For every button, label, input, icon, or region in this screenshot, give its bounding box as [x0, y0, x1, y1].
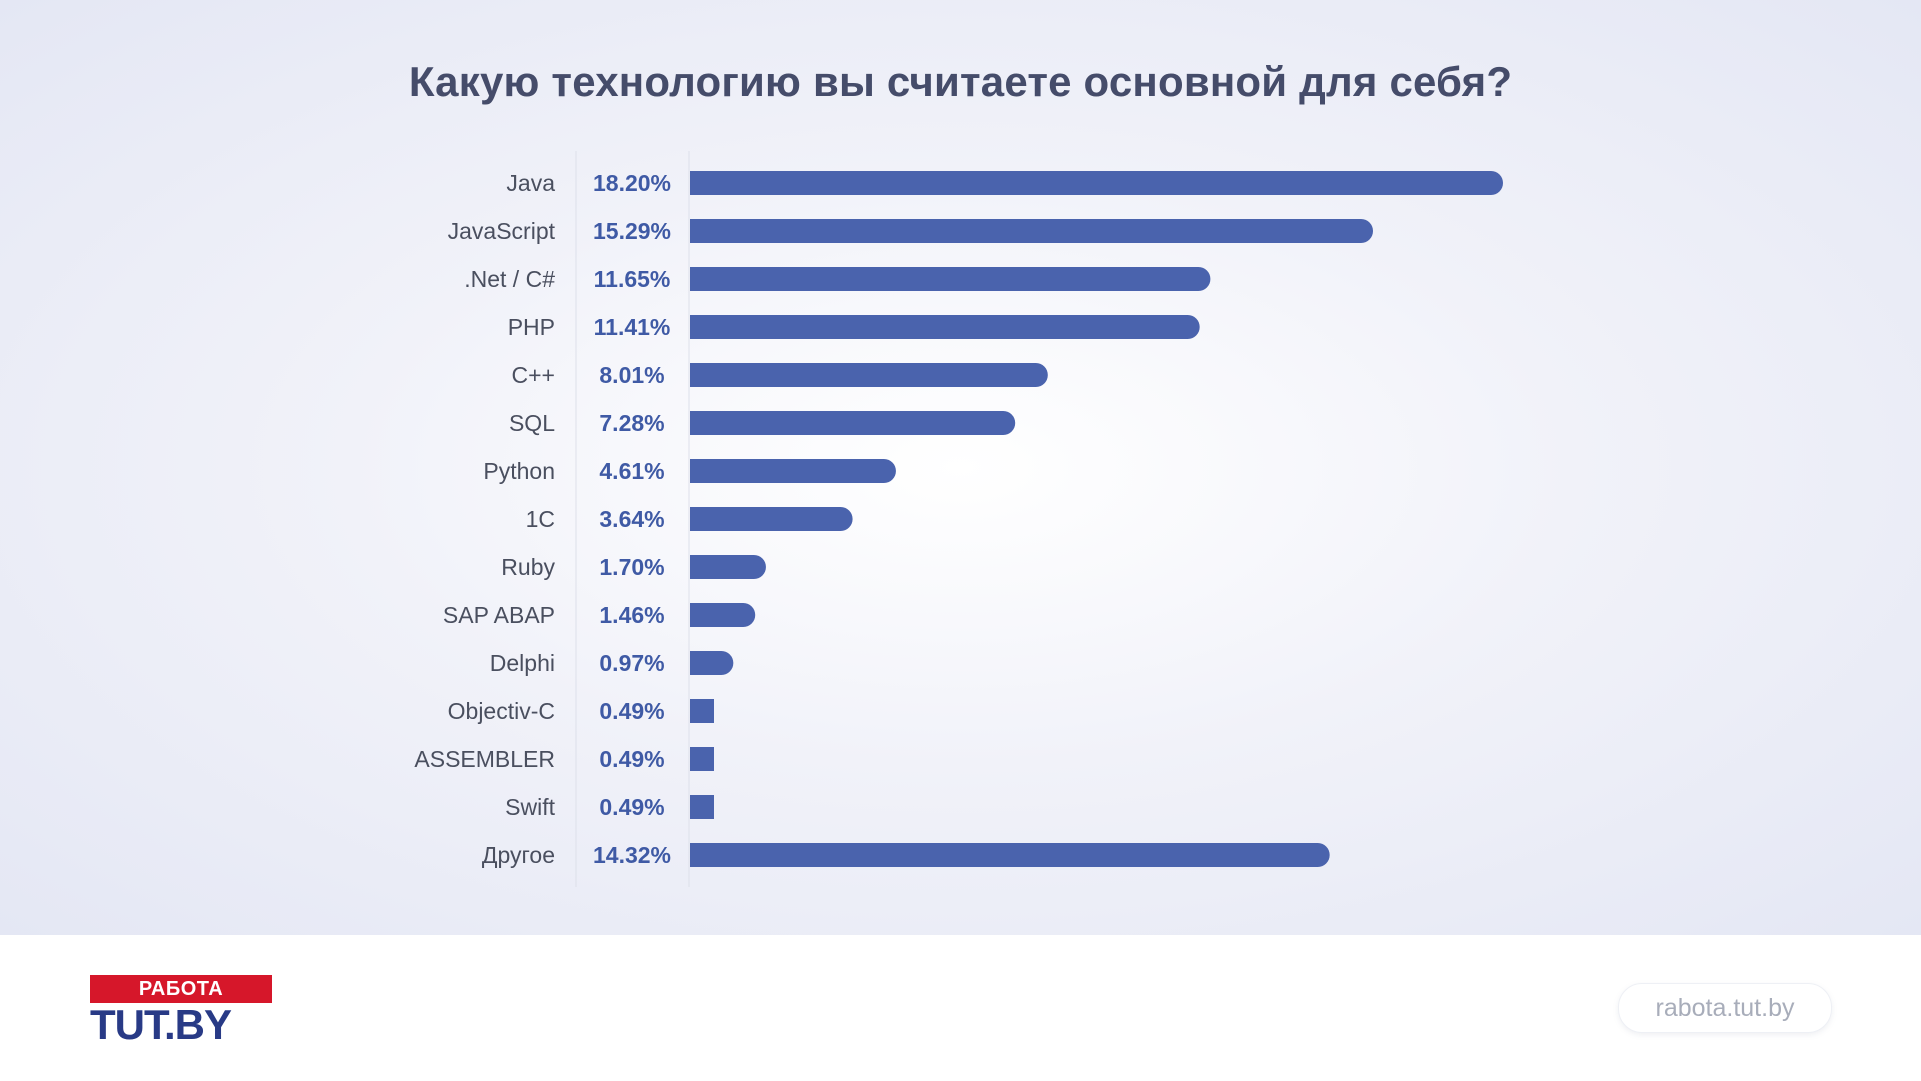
- bar-square-start: [690, 315, 714, 339]
- category-label: Другое: [482, 842, 555, 868]
- bar-square-start: [690, 219, 714, 243]
- category-label: Ruby: [501, 554, 555, 580]
- category-label: SAP ABAP: [443, 602, 555, 628]
- bar: [690, 843, 1330, 867]
- value-label: 7.28%: [599, 410, 664, 436]
- bar-square-start: [690, 555, 714, 579]
- value-label: 0.49%: [599, 746, 664, 772]
- category-label: C++: [512, 362, 555, 388]
- bar-square-start: [690, 411, 714, 435]
- bar-square-start: [690, 507, 714, 531]
- bar-square-start: [690, 747, 714, 771]
- logo-main-text: TUT.BY: [90, 1001, 232, 1048]
- value-label: 8.01%: [599, 362, 664, 388]
- category-label: 1C: [526, 506, 555, 532]
- value-label: 1.46%: [599, 602, 664, 628]
- bar-square-start: [690, 651, 714, 675]
- category-label: SQL: [509, 410, 555, 436]
- bar: [690, 363, 1048, 387]
- value-label: 1.70%: [599, 554, 664, 580]
- bar-square-start: [690, 267, 714, 291]
- value-label: 18.20%: [593, 170, 671, 196]
- bar: [690, 219, 1374, 243]
- chart-panel: [0, 0, 1921, 935]
- value-label: 15.29%: [593, 218, 671, 244]
- value-label: 14.32%: [593, 842, 671, 868]
- bar-square-start: [690, 843, 714, 867]
- bar: [690, 507, 853, 531]
- category-label: PHP: [508, 314, 555, 340]
- category-label: .Net / C#: [464, 266, 555, 292]
- bar: [690, 459, 896, 483]
- value-label: 0.49%: [599, 794, 664, 820]
- bar-square-start: [690, 459, 714, 483]
- category-label: Swift: [505, 794, 555, 820]
- value-label: 0.49%: [599, 698, 664, 724]
- value-label: 0.97%: [599, 650, 664, 676]
- bar: [690, 171, 1503, 195]
- value-label: 3.64%: [599, 506, 664, 532]
- bar-square-start: [690, 171, 714, 195]
- bar: [690, 315, 1200, 339]
- logo-top-text: РАБОТА: [90, 975, 272, 1003]
- category-label: Delphi: [490, 650, 555, 676]
- value-label: 11.65%: [594, 266, 671, 292]
- category-label: Java: [506, 170, 555, 196]
- category-label: JavaScript: [448, 218, 556, 244]
- category-label: Objectiv-C: [448, 698, 555, 724]
- chart-title: Какую технологию вы считаете основной дл…: [408, 58, 1513, 105]
- value-label: 4.61%: [599, 458, 664, 484]
- category-label: ASSEMBLER: [414, 746, 555, 772]
- rabota-tutby-logo[interactable]: РАБОТА TUT.BY: [90, 975, 272, 1048]
- bar-square-start: [690, 699, 714, 723]
- bar-square-start: [690, 603, 714, 627]
- bar-square-start: [690, 363, 714, 387]
- category-label: Python: [483, 458, 555, 484]
- bar: [690, 411, 1016, 435]
- bar: [690, 267, 1211, 291]
- bar-chart: Java 18.20% JavaScript 15.29% .Net / C# 11.65…: [414, 151, 1503, 887]
- site-link[interactable]: rabota.tut.by: [1618, 983, 1832, 1033]
- bar-square-start: [690, 795, 714, 819]
- value-label: 11.41%: [594, 314, 671, 340]
